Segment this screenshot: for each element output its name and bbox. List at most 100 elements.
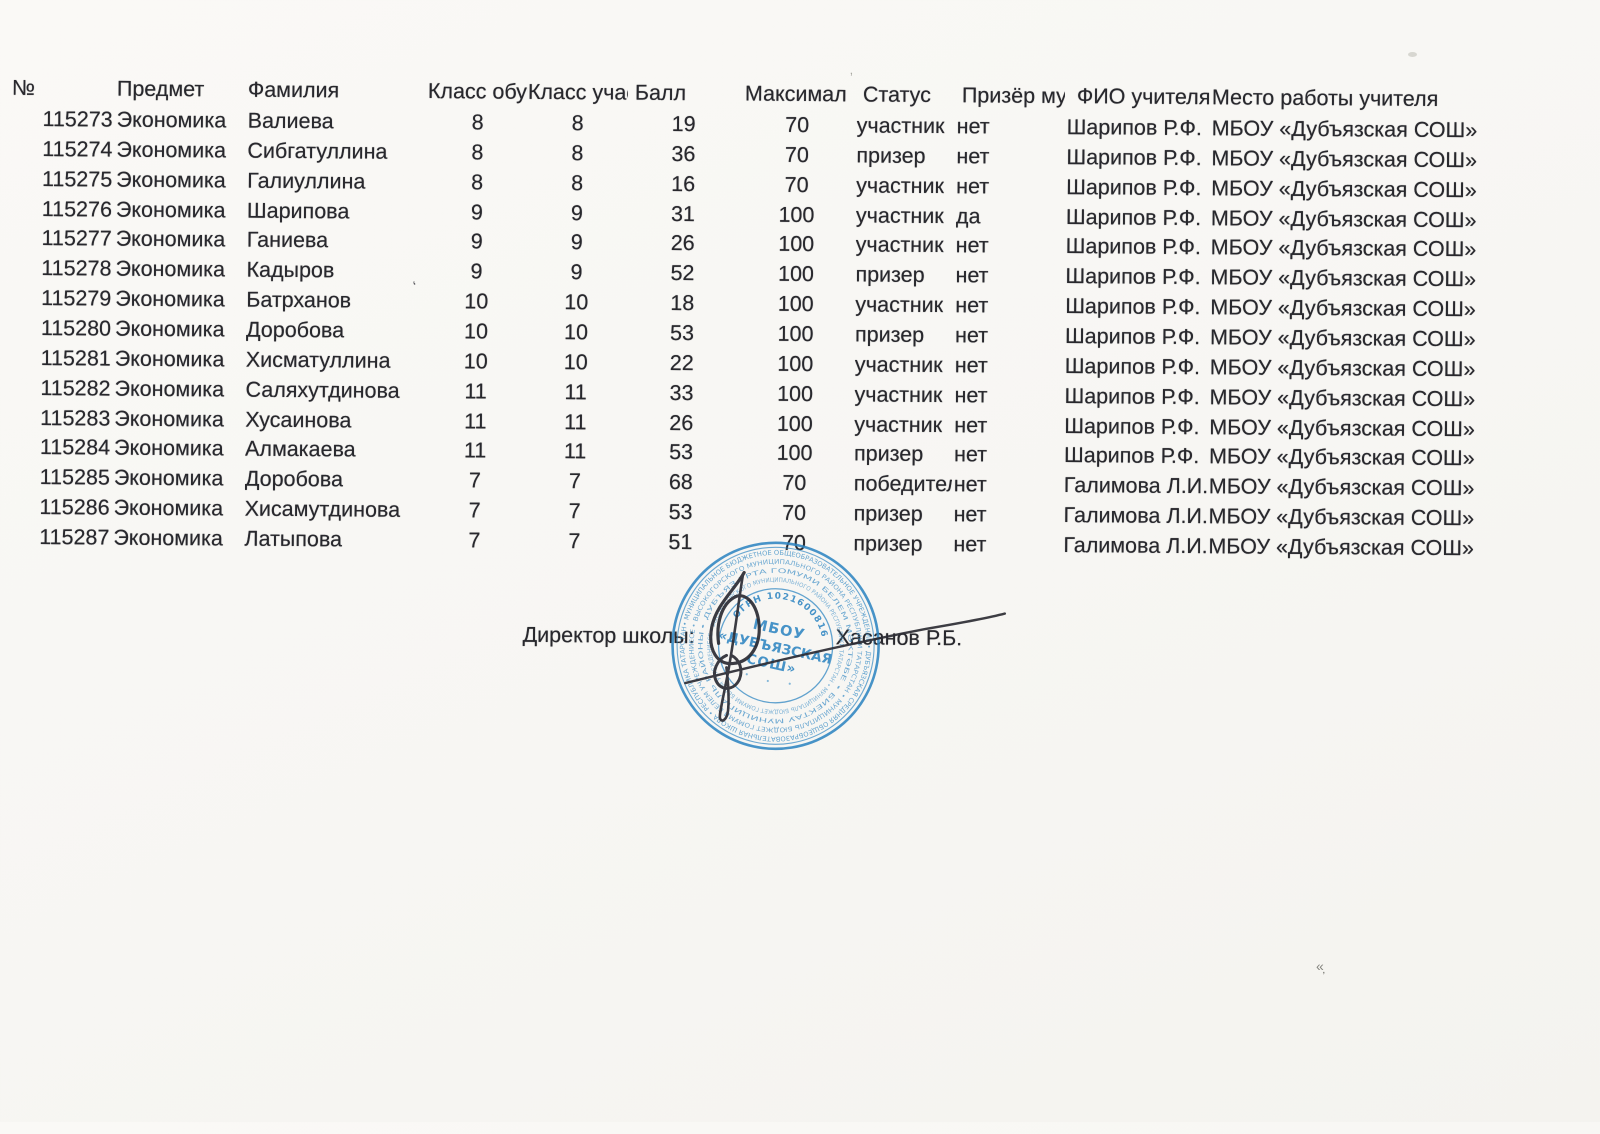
column-header: Статус	[862, 82, 931, 107]
table-cell: нет	[953, 502, 987, 527]
table-cell: Шарипов Р.Ф.	[1065, 264, 1201, 290]
column-header: Место работы учителя	[1211, 85, 1439, 111]
table-cell: Галимова Л.И.	[1063, 503, 1207, 529]
table-cell: 100	[776, 441, 813, 466]
table-cell: Экономика	[114, 435, 224, 461]
table-cell: 115277	[41, 226, 112, 251]
table-cell: Экономика	[114, 376, 225, 402]
table-cell: нет	[955, 263, 989, 288]
table-cell: призер	[854, 322, 925, 347]
table-cell: Шарипов Р.Ф.	[1065, 294, 1201, 320]
table-cell: участник	[854, 382, 943, 407]
table-cell: Саляхутдинова	[245, 377, 400, 403]
table-cell: участник	[855, 292, 944, 318]
table-cell: Экономика	[113, 465, 224, 491]
table-cell: Ганиева	[246, 228, 329, 253]
table-cell: Шарипов Р.Ф.	[1066, 115, 1202, 141]
table-cell: нет	[955, 293, 989, 318]
table-cell: 70	[782, 500, 807, 526]
table-cell: Экономика	[115, 256, 226, 282]
table-cell: участник	[856, 173, 945, 198]
table-cell: 115284	[39, 435, 111, 460]
table-cell: 11	[564, 409, 587, 434]
table-cell: МБОУ «Дубъязская СОШ»	[1209, 414, 1475, 441]
table-cell: призер	[853, 441, 924, 467]
table-cell: 70	[784, 172, 809, 197]
table-cell: 9	[470, 229, 483, 254]
table-cell: Галимова Л.И.	[1063, 473, 1207, 499]
table-cell: 10	[463, 319, 489, 344]
table-cell: 9	[470, 199, 484, 225]
table-cell: 8	[571, 141, 584, 166]
table-cell: Шарипов Р.Ф.	[1064, 383, 1200, 409]
table-cell: 11	[464, 378, 487, 404]
table-cell: 115280	[40, 315, 112, 341]
table-cell: 70	[782, 471, 807, 496]
table-cell: МБОУ «Дубъязская СОШ»	[1210, 265, 1477, 292]
table-cell: 53	[669, 440, 694, 465]
table-cell: 115274	[42, 136, 113, 162]
table-cell: Галимова Л.И.	[1063, 532, 1207, 559]
table-cell: МБОУ «Дубъязская СОШ»	[1208, 534, 1475, 561]
table-cell: нет	[956, 114, 990, 139]
table-cell: 7	[568, 469, 581, 494]
table-cell: МБОУ «Дубъязская СОШ»	[1210, 205, 1477, 232]
school-stamp: • МУНИЦИПАЛЬНОЕ БЮДЖЕТНОЕ ОБЩЕОБРАЗОВАТЕ…	[657, 497, 895, 765]
table-cell: нет	[954, 412, 988, 437]
table-cell: Батрханов	[246, 287, 352, 313]
table-cell: Экономика	[116, 137, 227, 163]
table-body: 115273 Экономика Валиева 8 8 19 70 участник нет Ш…	[1, 0, 1600, 560]
table-cell: 115278	[41, 256, 112, 281]
table-cell: 7	[468, 498, 481, 523]
table-cell: участник	[854, 352, 943, 377]
table-cell: МБОУ «Дубъязская СОШ»	[1211, 116, 1478, 143]
stamp-graphic: • МУНИЦИПАЛЬНОЕ БЮДЖЕТНОЕ ОБЩЕОБРАЗОВАТЕ…	[660, 497, 891, 761]
table-cell: 10	[563, 320, 589, 345]
table-cell: Шарипова	[246, 198, 350, 223]
table-cell: 100	[777, 291, 814, 317]
table-cell: 33	[669, 380, 694, 405]
table-cell: Доробова	[244, 466, 344, 492]
table-cell: нет	[954, 323, 989, 348]
table-cell: 26	[669, 410, 694, 435]
table-cell: Алмакаева	[245, 436, 356, 462]
table-cell: призер	[853, 501, 923, 526]
table-cell: 115273	[42, 107, 113, 132]
table-cell: Латыпова	[244, 526, 343, 552]
table-cell: нет	[954, 382, 988, 408]
table-cell: МБОУ «Дубъязская СОШ»	[1210, 295, 1476, 322]
table-cell: Доробова	[245, 317, 345, 343]
table-cell: 100	[776, 411, 813, 436]
table-cell: 100	[778, 202, 815, 227]
table-cell: 8	[471, 170, 484, 195]
table-cell: 100	[777, 351, 814, 376]
table-cell: МБОУ «Дубъязская СОШ»	[1211, 175, 1477, 202]
table-cell: 52	[670, 261, 695, 286]
table-cell: Шарипов Р.Ф.	[1064, 413, 1200, 439]
table-cell: МБОУ «Дубъязская СОШ»	[1210, 235, 1477, 262]
column-header: Класс учас	[527, 79, 629, 105]
table-cell: 10	[564, 290, 589, 315]
table-cell: 19	[671, 111, 696, 137]
table-cell: Экономика	[116, 167, 226, 193]
table-cell: нет	[956, 144, 990, 169]
table-cell: Экономика	[114, 316, 225, 342]
column-header: Фамилия	[247, 77, 340, 103]
scan-speck	[1408, 52, 1417, 57]
table-cell: Шарипов Р.Ф.	[1066, 144, 1202, 170]
table-cell: 8	[571, 170, 584, 195]
table-cell: 10	[563, 349, 588, 375]
table-cell: Валиева	[247, 108, 334, 134]
table-cell: Хисамутдинова	[244, 496, 401, 522]
table-cell: 115282	[40, 375, 111, 401]
column-header: ФИО учителя	[1076, 84, 1211, 110]
table-cell: 7	[568, 529, 581, 554]
table-cell: 31	[670, 201, 696, 226]
table-cell: 11	[463, 438, 487, 463]
table-cell: Шарипов Р.Ф.	[1065, 234, 1202, 260]
table-cell: нет	[953, 532, 987, 557]
table-cell: Галиуллина	[247, 168, 366, 194]
table-cell: участник	[854, 411, 943, 437]
